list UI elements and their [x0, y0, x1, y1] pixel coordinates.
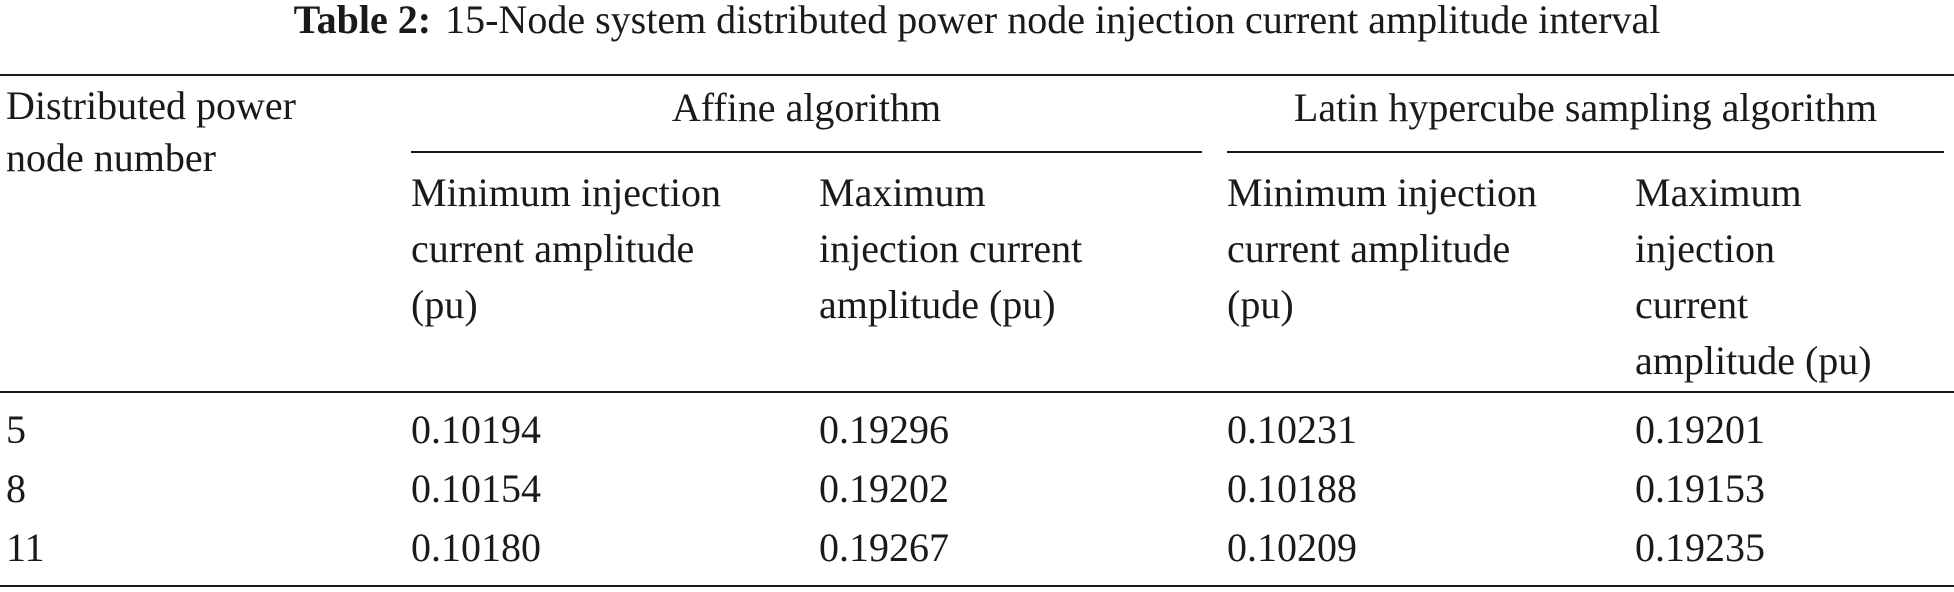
cell: 0.10154: [411, 466, 541, 511]
cell: 0.10188: [1227, 466, 1357, 511]
column-header: amplitude (pu): [819, 282, 1056, 327]
group-title: Latin hypercube sampling algorithm: [1294, 85, 1877, 130]
row-header: node number: [6, 135, 216, 180]
cell: 0.10180: [411, 525, 541, 570]
column-header: Maximum: [1635, 170, 1802, 215]
column-header: Maximum: [819, 170, 986, 215]
cell: 0.19296: [819, 407, 949, 452]
cell: 0.19267: [819, 525, 949, 570]
column-header: injection: [1635, 226, 1775, 271]
column-header: current: [1635, 282, 1748, 327]
table-caption: Table 2: 15-Node system distributed power…: [294, 0, 1661, 42]
cell: 0.19201: [1635, 407, 1765, 452]
cell: 0.19202: [819, 466, 949, 511]
cell: 5: [6, 407, 26, 452]
column-header: amplitude (pu): [1635, 338, 1872, 383]
column-header: injection current: [819, 226, 1082, 271]
column-header: current amplitude: [1227, 226, 1510, 271]
column-header: Minimum injection: [411, 170, 721, 215]
cell: 0.19153: [1635, 466, 1765, 511]
column-header: current amplitude: [411, 226, 694, 271]
caption-label: Table 2:: [294, 0, 431, 42]
cell: 0.10194: [411, 407, 541, 452]
cell: 0.10209: [1227, 525, 1357, 570]
column-header: (pu): [1227, 282, 1294, 327]
column-header: (pu): [411, 282, 478, 327]
cell: 0.19235: [1635, 525, 1765, 570]
cell: 11: [6, 525, 45, 570]
row-header: Distributed power: [6, 83, 296, 128]
column-header: Minimum injection: [1227, 170, 1537, 215]
caption-text: 15-Node system distributed power node in…: [445, 0, 1660, 42]
cell: 0.10231: [1227, 407, 1357, 452]
cell: 8: [6, 466, 26, 511]
group-title: Affine algorithm: [672, 85, 941, 130]
